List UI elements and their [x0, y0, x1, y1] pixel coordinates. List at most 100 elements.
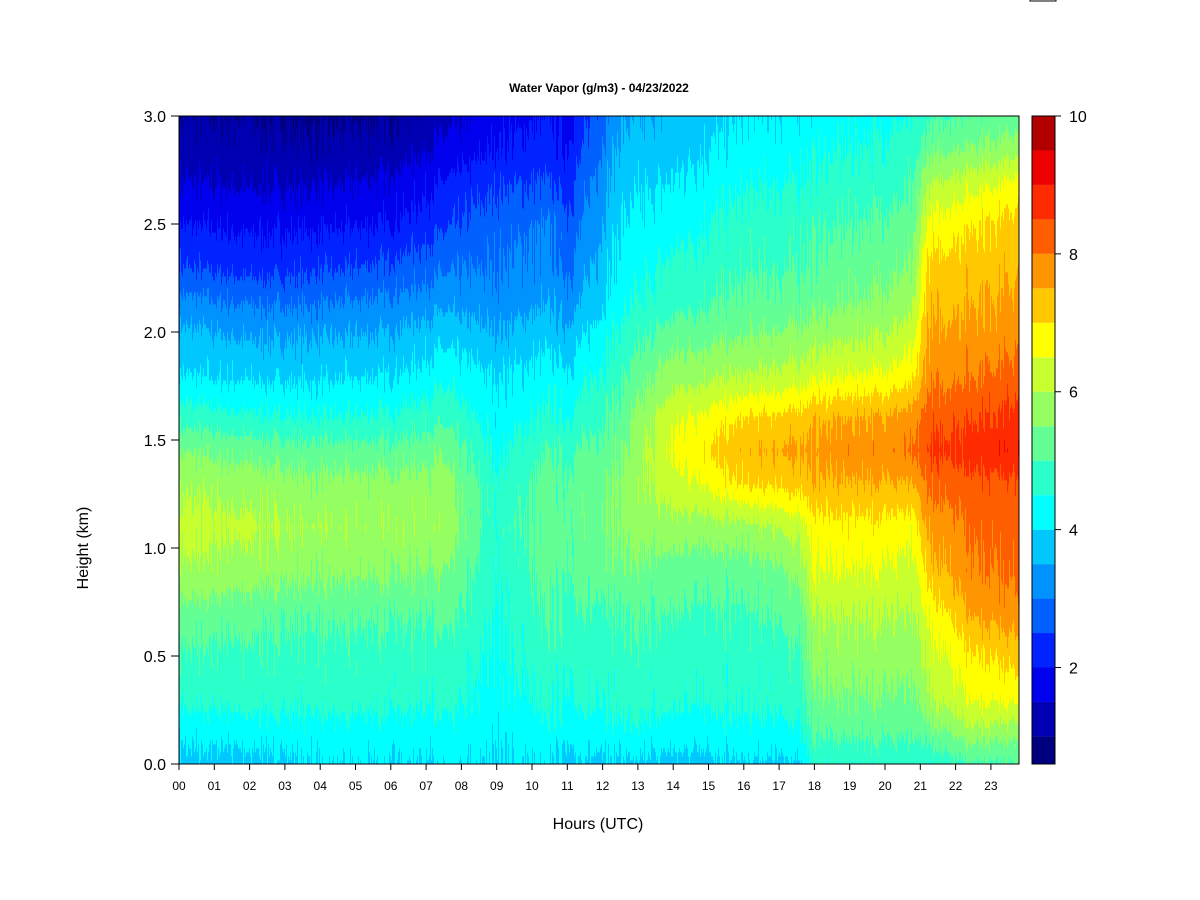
heatmap-cell [215, 640, 217, 709]
heatmap-cell [301, 116, 303, 141]
heatmap-cell [296, 232, 298, 277]
heatmap-cell [182, 532, 184, 593]
heatmap-cell [235, 116, 237, 121]
heatmap-cell [396, 432, 398, 453]
heatmap-cell [328, 620, 330, 713]
heatmap-cell [412, 116, 414, 145]
heatmap-cell [270, 700, 272, 749]
heatmap-cell [442, 348, 444, 389]
heatmap-cell [256, 240, 258, 281]
heatmap-cell [350, 380, 352, 425]
heatmap-cell [403, 316, 405, 357]
heatmap-cell [193, 188, 195, 229]
heatmap-column [225, 116, 227, 765]
heatmap-cell [467, 232, 469, 281]
heatmap-cell [347, 412, 349, 441]
heatmap-cell [228, 244, 230, 281]
heatmap-column [207, 116, 209, 765]
heatmap-column [364, 116, 366, 765]
heatmap-cell [504, 128, 506, 185]
heatmap-cell [198, 504, 200, 553]
heatmap-cell [472, 412, 474, 453]
heatmap-cell [376, 116, 378, 125]
heatmap-cell [258, 280, 260, 309]
heatmap-cell [374, 184, 376, 237]
heatmap-cell [486, 332, 488, 389]
heatmap-cell [484, 384, 486, 457]
heatmap-cell [440, 640, 442, 721]
heatmap-cell [313, 524, 315, 529]
heatmap-cell [493, 384, 495, 469]
heatmap-column [365, 116, 367, 765]
heatmap-cell [216, 188, 218, 241]
heatmap-cell [237, 380, 239, 417]
heatmap-cell [257, 236, 259, 285]
heatmap-cell [187, 488, 189, 557]
heatmap-cell [448, 572, 450, 641]
heatmap-cell [295, 288, 297, 309]
heatmap-cell [182, 328, 184, 381]
heatmap-cell [181, 644, 183, 701]
heatmap-cell [305, 232, 307, 273]
heatmap-cell [457, 116, 459, 157]
heatmap-cell [458, 396, 460, 425]
heatmap-cell [499, 456, 501, 661]
heatmap-cell [496, 344, 498, 393]
heatmap-cell [461, 228, 463, 277]
heatmap-cell [353, 228, 355, 269]
heatmap-cell [462, 440, 464, 485]
heatmap-cell [335, 440, 337, 461]
heatmap-cell [247, 436, 249, 461]
heatmap-cell [355, 260, 357, 297]
heatmap-cell [186, 372, 188, 397]
heatmap-cell [372, 724, 374, 765]
heatmap-cell [368, 156, 370, 189]
heatmap-cell [418, 432, 420, 465]
heatmap-cell [365, 724, 367, 765]
heatmap-column [370, 116, 372, 765]
heatmap-cell [337, 272, 339, 305]
heatmap-cell [397, 332, 399, 385]
heatmap-cell [303, 316, 305, 345]
heatmap-cell [198, 644, 200, 709]
heatmap-cell [395, 468, 397, 581]
heatmap-cell [496, 116, 498, 153]
heatmap-cell [440, 228, 442, 269]
heatmap-cell [375, 168, 377, 225]
heatmap-cell [468, 116, 470, 173]
heatmap-cell [233, 276, 235, 305]
heatmap-cell [434, 444, 436, 525]
heatmap-cell [254, 316, 256, 345]
heatmap-cell [464, 348, 466, 405]
heatmap-cell [318, 528, 320, 597]
heatmap-cell [462, 516, 464, 609]
heatmap-cell [467, 172, 469, 233]
heatmap-cell [309, 284, 311, 313]
heatmap-cell [450, 312, 452, 349]
heatmap-column [386, 116, 388, 765]
heatmap-column [333, 116, 335, 765]
heatmap-cell [320, 232, 322, 269]
heatmap-cell [382, 168, 384, 225]
heatmap-cell [240, 116, 242, 189]
heatmap-cell [450, 172, 452, 225]
heatmap-cell [200, 168, 202, 225]
heatmap-cell [293, 276, 295, 309]
heatmap-cell [272, 116, 274, 189]
heatmap-cell [322, 700, 324, 757]
heatmap-cell [441, 116, 443, 129]
heatmap-cell [269, 412, 271, 437]
heatmap-cell [456, 608, 458, 705]
heatmap-cell [215, 544, 217, 597]
heatmap-cell [431, 244, 433, 281]
heatmap-column [457, 116, 459, 765]
heatmap-cell [255, 752, 257, 765]
heatmap-cell [309, 200, 311, 241]
heatmap-cell [226, 132, 228, 201]
heatmap-cell [295, 140, 297, 205]
heatmap-cell [301, 364, 303, 389]
heatmap-cell [422, 192, 424, 245]
heatmap-cell [284, 448, 286, 485]
heatmap-cell [481, 684, 483, 765]
heatmap-cell [409, 480, 411, 545]
